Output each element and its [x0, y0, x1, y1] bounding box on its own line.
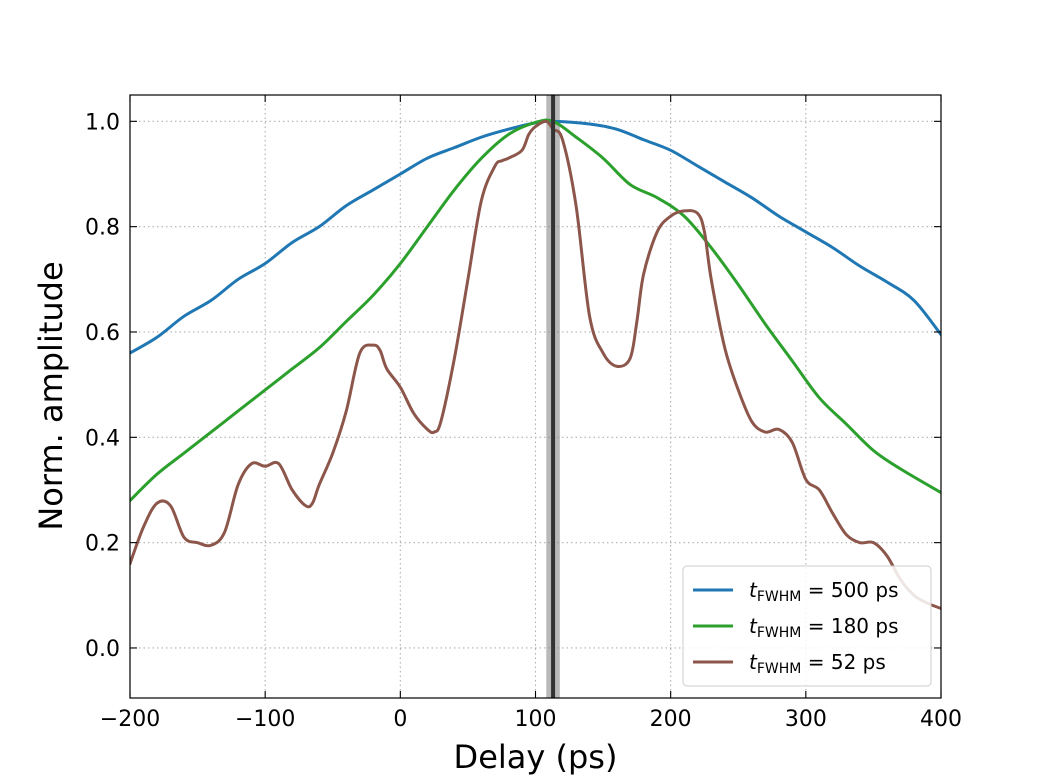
legend-variable: t: [749, 578, 758, 602]
x-tick-label: 0: [393, 707, 407, 732]
y-tick-label: 1.0: [85, 110, 120, 135]
tick-labels: −200 −100 0 100 200 300 400 0.0 0.2 0.4 0.6 0.8 1.0: [85, 110, 962, 732]
legend-label: tFWHM = 52 ps: [749, 650, 886, 677]
legend-label: tFWHM = 500 ps: [749, 578, 899, 605]
grid: [129, 95, 942, 698]
legend-equals: =: [801, 614, 830, 638]
legend-label: tFWHM = 180 ps: [749, 614, 899, 641]
y-tick-label: 0.2: [85, 532, 120, 557]
x-axis-title: Delay (ps): [454, 738, 618, 776]
legend-subscript: FWHM: [757, 625, 802, 641]
x-tick-label: 400: [920, 707, 962, 732]
legend-equals: =: [801, 578, 830, 602]
x-tick-label: 100: [515, 707, 557, 732]
y-tick-label: 0.0: [85, 637, 120, 662]
y-axis-title: Norm. amplitude: [32, 261, 70, 530]
x-tick-label: 200: [650, 707, 692, 732]
series-group: [130, 118, 941, 610]
legend-equals: =: [801, 650, 830, 674]
y-tick-label: 0.4: [85, 426, 120, 451]
x-tick-label: −100: [235, 707, 295, 732]
legend-box: [682, 565, 932, 687]
x-tick-label: −200: [100, 707, 160, 732]
legend-value: 500 ps: [831, 578, 899, 602]
y-tick-label: 0.6: [85, 321, 120, 346]
y-tick-label: 0.8: [85, 216, 120, 241]
legend-value: 180 ps: [831, 614, 899, 638]
x-tick-label: 300: [785, 707, 827, 732]
legend-subscript: FWHM: [757, 589, 802, 605]
axis-ticks: [129, 95, 942, 698]
series-line-1: [130, 118, 941, 503]
legend-variable: t: [749, 614, 758, 638]
legend-variable: t: [749, 650, 758, 674]
series-line-2: [130, 119, 941, 610]
legend-value: 52 ps: [831, 650, 886, 674]
legend-subscript: FWHM: [757, 661, 802, 677]
